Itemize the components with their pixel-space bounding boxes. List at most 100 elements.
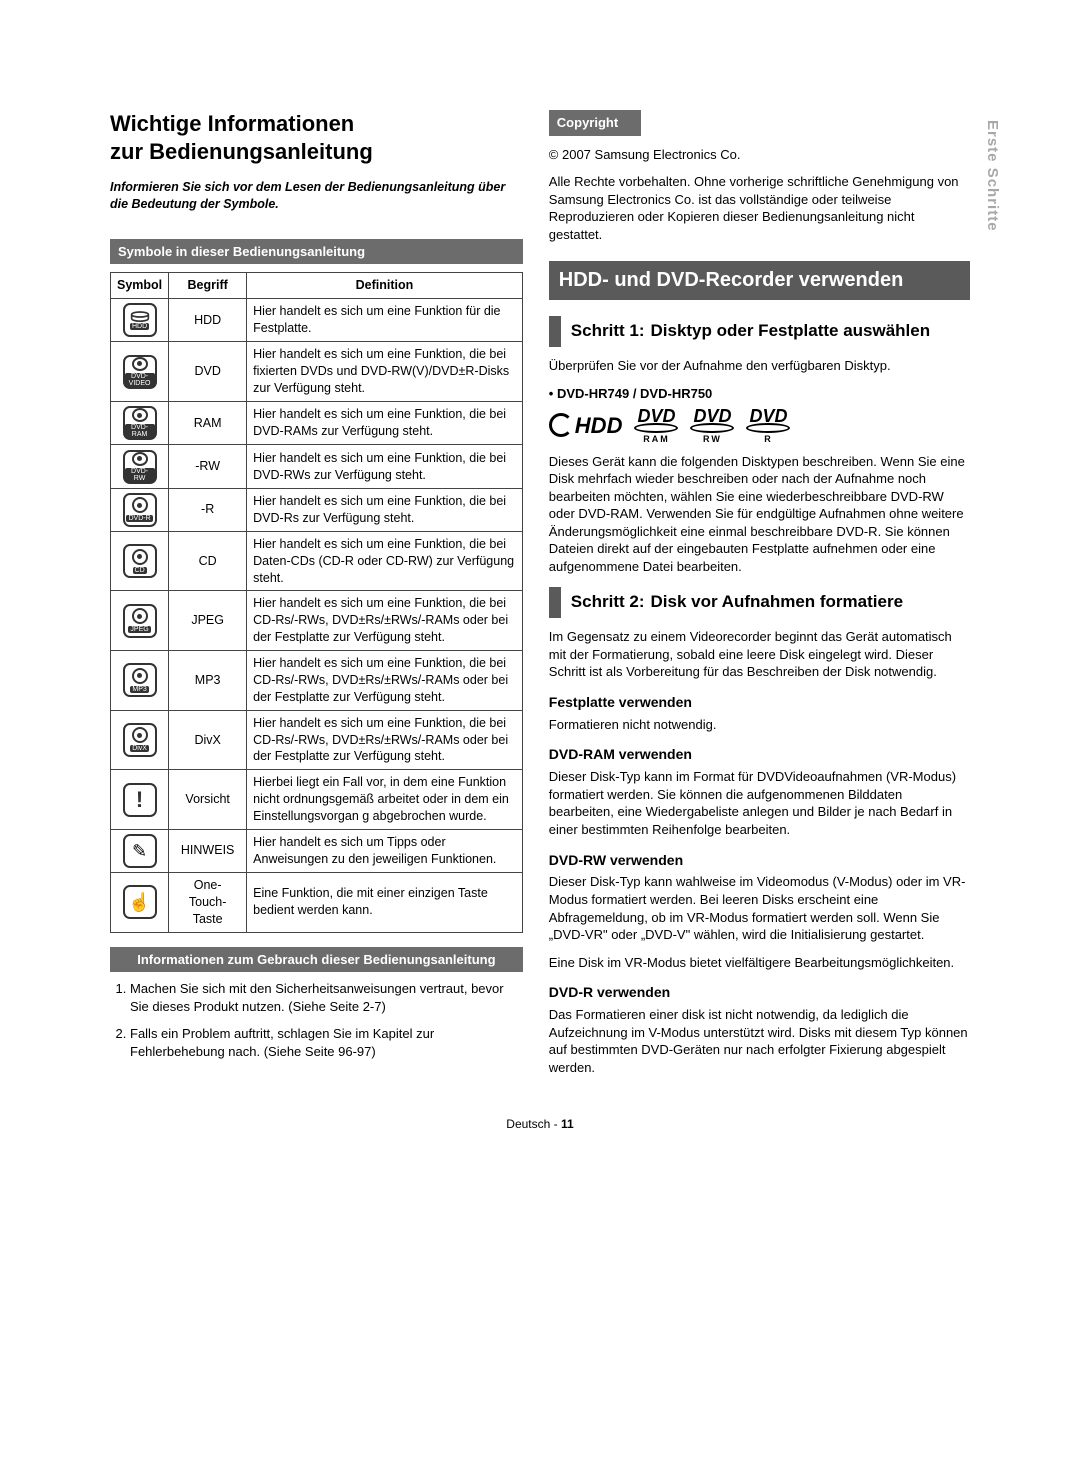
definition-cell: Hier handelt es sich um eine Funktion, d…	[247, 401, 523, 445]
begriff-cell: HDD	[169, 299, 247, 342]
dvd-sub: RAM	[643, 435, 670, 443]
hinweis-icon: ✎	[123, 834, 157, 868]
step-2-label: Schritt 2:	[571, 592, 645, 611]
step-2-heading: Schritt 2: Disk vor Aufnahmen formatiere	[549, 587, 970, 618]
symbol-cell: DVD-RW	[111, 445, 169, 489]
begriff-cell: DivX	[169, 710, 247, 770]
right-column: Copyright © 2007 Samsung Electronics Co.…	[549, 110, 970, 1086]
symbol-cell: DVD-VIDEO	[111, 342, 169, 402]
definition-cell: Hier handelt es sich um eine Funktion, d…	[247, 710, 523, 770]
step-1-heading: Schritt 1: Disktyp oder Festplatte auswäh…	[549, 316, 970, 347]
copyright-line: © 2007 Samsung Electronics Co.	[549, 146, 970, 164]
begriff-cell: One-Touch-Taste	[169, 872, 247, 932]
footer-sep: -	[550, 1117, 561, 1131]
symbol-cell: !	[111, 770, 169, 830]
side-tab: Erste Schritte	[982, 120, 1002, 232]
table-row: DVD-VIDEO DVDHier handelt es sich um eine…	[111, 342, 523, 402]
table-row: ✎HINWEISHier handelt es sich um Tipps od…	[111, 829, 523, 872]
symbols-table: Symbol Begriff Definition HDDHDDHier han…	[110, 272, 523, 932]
intro-text: Informieren Sie sich vor dem Lesen der B…	[110, 179, 523, 213]
dvd-sub: R	[764, 435, 773, 443]
definition-cell: Hier handelt es sich um eine Funktion, d…	[247, 342, 523, 402]
dvd-rw-logo-icon: DVDRW	[690, 408, 734, 442]
page-columns: Wichtige Informationen zur Bedienungsanl…	[110, 110, 970, 1086]
copyright-bar: Copyright	[549, 110, 641, 136]
begriff-cell: DVD	[169, 342, 247, 402]
footer-page: 11	[561, 1117, 574, 1131]
dvd-r-icon: DVD-R	[123, 493, 157, 527]
symbol-cell: DivX	[111, 710, 169, 770]
title-line-2: zur Bedienungsanleitung	[110, 139, 373, 164]
left-column: Wichtige Informationen zur Bedienungsanl…	[110, 110, 523, 1086]
definition-cell: Hierbei liegt ein Fall vor, in dem eine …	[247, 770, 523, 830]
mp3-icon: MP3	[123, 663, 157, 697]
table-row: JPEGJPEGHier handelt es sich um eine Fun…	[111, 591, 523, 651]
definition-cell: Hier handelt es sich um eine Funktion fü…	[247, 299, 523, 342]
usage-section-bar: Informationen zum Gebrauch dieser Bedien…	[110, 947, 523, 973]
title-line-1: Wichtige Informationen	[110, 111, 354, 136]
touch-icon: ☝	[123, 885, 157, 919]
usage-list: Machen Sie sich mit den Sicherheitsanwei…	[110, 980, 523, 1060]
definition-cell: Hier handelt es sich um eine Funktion, d…	[247, 591, 523, 651]
footer-lang: Deutsch	[506, 1117, 550, 1131]
step-2-intro: Im Gegensatz zu einem Videorecorder begi…	[549, 628, 970, 681]
definition-cell: Hier handelt es sich um eine Funktion, d…	[247, 651, 523, 711]
table-row: DivXDivXHier handelt es sich um eine Fun…	[111, 710, 523, 770]
step-1-intro: Überprüfen Sie vor der Aufnahme den verf…	[549, 357, 970, 375]
disc-logo-row: HDD DVDRAM DVDRW DVDR	[549, 408, 970, 442]
copyright-body: Alle Rechte vorbehalten. Ohne vorherige …	[549, 173, 970, 243]
subsection-heading: DVD-R verwenden	[549, 983, 970, 1002]
step-1-title: Disktyp oder Festplatte auswählen	[650, 321, 930, 340]
th-begriff: Begriff	[169, 273, 247, 299]
table-row: ! VorsichtHierbei liegt ein Fall vor, in …	[111, 770, 523, 830]
begriff-cell: JPEG	[169, 591, 247, 651]
subsection-body: Dieser Disk-Typ kann wahlweise im Videom…	[549, 873, 970, 943]
table-row: MP3MP3Hier handelt es sich um eine Funkt…	[111, 651, 523, 711]
symbol-cell: JPEG	[111, 591, 169, 651]
dvd-ram-icon: DVD-RAM	[123, 406, 157, 440]
definition-cell: Hier handelt es sich um eine Funktion, d…	[247, 531, 523, 591]
subsection-body: Das Formatieren einer disk ist nicht not…	[549, 1006, 970, 1076]
usage-item-1: Machen Sie sich mit den Sicherheitsanwei…	[130, 980, 523, 1015]
subsection-heading: Festplatte verwenden	[549, 693, 970, 712]
th-symbol: Symbol	[111, 273, 169, 299]
th-definition: Definition	[247, 273, 523, 299]
definition-cell: Hier handelt es sich um eine Funktion, d…	[247, 445, 523, 489]
subsection-body: Dieser Disk-Typ kann im Format für DVDVi…	[549, 768, 970, 838]
symbol-cell: DVD-RAM	[111, 401, 169, 445]
table-row: CDCDHier handelt es sich um eine Funktio…	[111, 531, 523, 591]
definition-cell: Hier handelt es sich um eine Funktion, d…	[247, 488, 523, 531]
definition-cell: Eine Funktion, die mit einer einzigen Ta…	[247, 872, 523, 932]
begriff-cell: -R	[169, 488, 247, 531]
step-2-title: Disk vor Aufnahmen formatiere	[650, 592, 903, 611]
begriff-cell: -RW	[169, 445, 247, 489]
subsection-body: Eine Disk im VR-Modus bietet vielfältige…	[549, 954, 970, 972]
page-title: Wichtige Informationen zur Bedienungsanl…	[110, 110, 523, 165]
hdd-logo-text: HDD	[575, 411, 623, 441]
definition-cell: Hier handelt es sich um Tipps oder Anwei…	[247, 829, 523, 872]
step-1-body: Dieses Gerät kann die folgenden Disktype…	[549, 453, 970, 576]
table-row: ☝ One-Touch-TasteEine Funktion, die mit e…	[111, 872, 523, 932]
symbols-section-bar: Symbole in dieser Bedienungsanleitung	[110, 239, 523, 265]
subsection-heading: DVD-RW verwenden	[549, 851, 970, 870]
dvd-r-logo-icon: DVDR	[746, 408, 790, 442]
divx-icon: DivX	[123, 723, 157, 757]
dvd-rw-icon: DVD-RW	[123, 450, 157, 484]
dvd-video-icon: DVD-VIDEO	[123, 355, 157, 389]
vorsicht-icon: !	[123, 783, 157, 817]
dvd-ram-logo-icon: DVDRAM	[634, 408, 678, 442]
model-line: • DVD-HR749 / DVD-HR750	[549, 385, 970, 403]
dvd-sub: RW	[703, 435, 722, 443]
hdd-logo-icon: HDD	[549, 411, 623, 441]
begriff-cell: RAM	[169, 401, 247, 445]
begriff-cell: MP3	[169, 651, 247, 711]
table-row: DVD-RAM RAMHier handelt es sich um eine F…	[111, 401, 523, 445]
symbol-cell: CD	[111, 531, 169, 591]
symbol-cell: HDD	[111, 299, 169, 342]
page-footer: Deutsch - 11	[110, 1116, 970, 1132]
table-row: DVD-R -RHier handelt es sich um eine Funk…	[111, 488, 523, 531]
begriff-cell: Vorsicht	[169, 770, 247, 830]
subsection-body: Formatieren nicht notwendig.	[549, 716, 970, 734]
subsection-heading: DVD-RAM verwenden	[549, 745, 970, 764]
step-1-label: Schritt 1:	[571, 321, 645, 340]
